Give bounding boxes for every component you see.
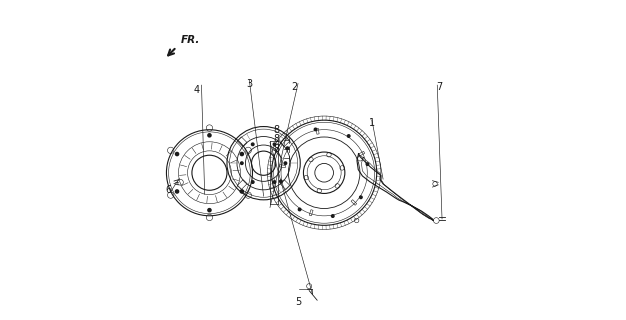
Bar (359, 151, 365, 156)
Text: 2: 2 (292, 82, 298, 92)
Circle shape (273, 181, 276, 183)
Circle shape (284, 162, 287, 164)
Bar (280, 180, 290, 189)
Circle shape (347, 135, 350, 137)
Circle shape (280, 180, 282, 183)
Text: 6: 6 (165, 185, 171, 195)
Bar (237, 137, 247, 147)
Circle shape (299, 208, 301, 211)
Text: 1: 1 (369, 118, 375, 128)
Circle shape (252, 181, 254, 183)
Circle shape (314, 128, 317, 131)
Text: 3: 3 (246, 78, 252, 89)
Text: 7: 7 (436, 82, 442, 92)
Circle shape (175, 152, 178, 156)
Circle shape (286, 147, 289, 149)
Circle shape (252, 143, 254, 146)
Circle shape (240, 152, 244, 156)
Text: 8: 8 (274, 144, 279, 154)
Bar (280, 137, 290, 147)
Circle shape (273, 143, 276, 146)
Bar (351, 200, 357, 205)
Circle shape (208, 209, 211, 212)
Text: 5: 5 (295, 297, 302, 307)
Circle shape (240, 162, 243, 164)
Circle shape (366, 163, 369, 165)
Bar (316, 128, 319, 134)
Circle shape (359, 196, 362, 198)
Bar (237, 180, 247, 189)
Text: FR.: FR. (180, 35, 200, 45)
Circle shape (208, 134, 211, 137)
Text: 4: 4 (193, 85, 200, 95)
Bar (280, 164, 285, 168)
Circle shape (240, 190, 244, 193)
Text: 8: 8 (274, 134, 279, 144)
Circle shape (175, 190, 178, 193)
Circle shape (332, 215, 334, 217)
Bar (309, 210, 313, 216)
Text: 8: 8 (274, 125, 279, 135)
